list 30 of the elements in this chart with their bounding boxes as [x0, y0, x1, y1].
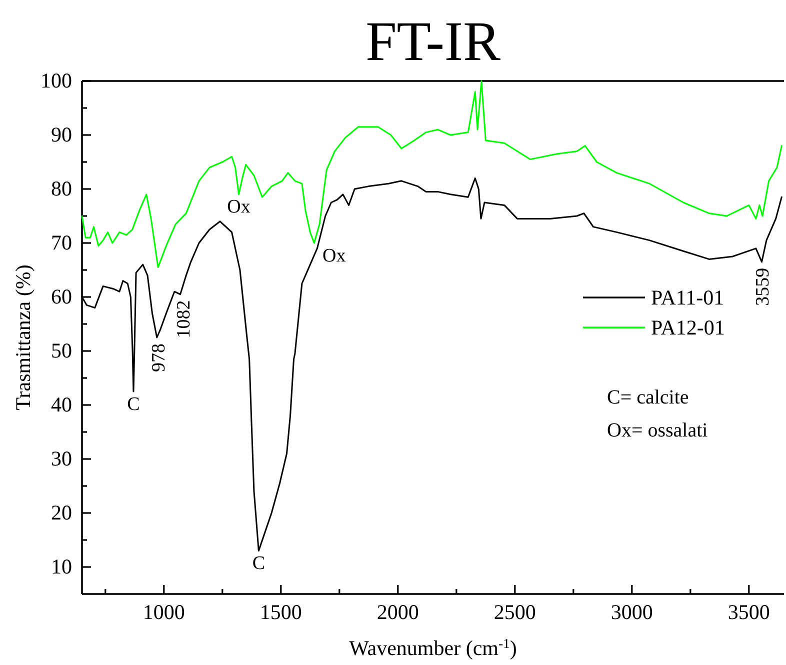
annotation: 1082 [173, 300, 194, 338]
y-axis-title: Trasmittanza (%) [11, 264, 35, 410]
legend-label: PA12-01 [651, 316, 725, 340]
y-tick-label: 90 [51, 122, 72, 147]
x-tick-label: 1500 [260, 600, 302, 624]
y-tick-label: 10 [51, 554, 72, 579]
y-tick-label: 80 [51, 176, 72, 201]
x-tick-label: 1000 [142, 600, 185, 624]
chart-title: FT-IR [366, 11, 502, 73]
annotation: 3559 [752, 268, 774, 306]
y-tick-label: 60 [51, 284, 72, 309]
y-tick-label: 70 [51, 230, 72, 255]
annotation: C= calcite [607, 386, 689, 408]
annotation: Ox [227, 196, 251, 218]
annotation: C [127, 394, 140, 415]
annotation: Ox [322, 245, 346, 266]
x-tick-label: 3000 [610, 600, 653, 624]
y-tick-label: 40 [51, 392, 72, 417]
annotation: C [252, 553, 266, 574]
x-axis-title: Wavenumber (cm$^{-1}$) [349, 636, 517, 660]
annotation: 978 [148, 344, 170, 372]
y-tick-label: 30 [51, 446, 72, 471]
y-tick-label: 20 [51, 500, 72, 525]
y-tick-label: 50 [51, 338, 72, 363]
x-tick-label: 2000 [376, 600, 419, 624]
y-tick-label: 100 [40, 68, 72, 93]
x-tick-label: 3500 [728, 600, 770, 624]
annotation: Ox= ossalati [607, 420, 708, 442]
legend-label: PA11-01 [651, 286, 724, 310]
x-tick-label: 2500 [494, 600, 536, 624]
